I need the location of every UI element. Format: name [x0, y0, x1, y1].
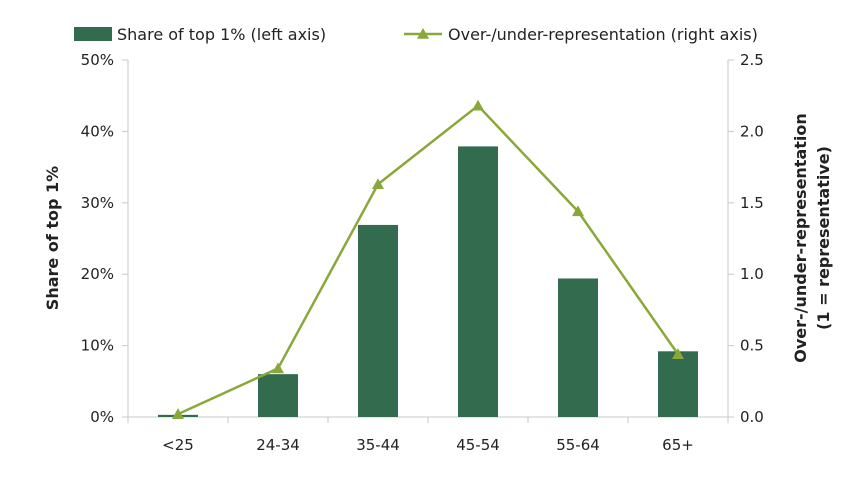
- series-line: [177, 104, 680, 416]
- left-axis-title: Share of top 1%: [43, 166, 62, 310]
- left-tick-label: 50%: [81, 51, 114, 69]
- line-series: [172, 99, 684, 419]
- axis-titles: Share of top 1% Over-/under-representatio…: [43, 113, 833, 363]
- right-axis-title-line2: (1 = representative): [814, 146, 833, 330]
- x-tick-label: 45-54: [456, 436, 500, 454]
- right-tick-label: 1.0: [740, 265, 764, 283]
- left-tick-label: 10%: [81, 337, 114, 355]
- bar: [458, 146, 498, 418]
- legend-label-bar: Share of top 1% (left axis): [117, 25, 326, 44]
- right-tick-label: 2.5: [740, 51, 764, 69]
- left-tick-label: 20%: [81, 265, 114, 283]
- bar: [658, 351, 698, 417]
- x-tick-label: <25: [162, 436, 194, 454]
- right-tick-label: 2.0: [740, 122, 764, 140]
- bar: [558, 278, 598, 417]
- legend-swatch-marker: [417, 28, 429, 39]
- left-tick-label: 0%: [90, 408, 114, 426]
- line-point: [172, 408, 184, 419]
- bar-series: [158, 146, 698, 418]
- line-point: [272, 362, 284, 374]
- x-tick-label: 65+: [662, 436, 694, 454]
- left-tick-label: 40%: [81, 122, 114, 140]
- right-tick-label: 1.5: [740, 194, 764, 212]
- x-tick-label: 35-44: [356, 436, 400, 454]
- line-point: [572, 205, 584, 217]
- line-point: [372, 178, 384, 190]
- line-point: [472, 99, 484, 111]
- x-tick-label: 55-64: [556, 436, 600, 454]
- axes: 0% 10% 20% 30% 40% 50% 0.0 0.5 1.0 1.5 2.0 2.5 <25 24…: [81, 51, 764, 454]
- x-tick-label: 24-34: [256, 436, 300, 454]
- right-tick-label: 0.0: [740, 408, 764, 426]
- right-axis-title-line1: Over-/under-representation: [791, 113, 810, 363]
- bar: [358, 224, 398, 417]
- legend-swatch-bar: [74, 27, 112, 41]
- right-tick-label: 0.5: [740, 337, 764, 355]
- legend: Share of top 1% (left axis) Over-/under-r…: [74, 25, 758, 44]
- legend-label-line: Over-/under-representation (right axis): [448, 25, 758, 44]
- left-tick-label: 30%: [81, 194, 114, 212]
- line-point: [672, 348, 684, 359]
- bar: [258, 374, 298, 417]
